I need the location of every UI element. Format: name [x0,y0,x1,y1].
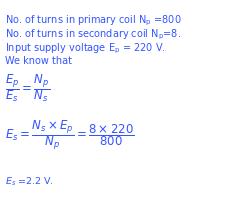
Text: We know that: We know that [5,56,72,66]
Text: $E_s$ =2.2 V.: $E_s$ =2.2 V. [5,176,54,188]
Text: No. of turns in secondary coil $\mathregular{N_p}$=8.: No. of turns in secondary coil $\mathreg… [5,28,181,42]
Text: $E_s = \dfrac{N_s \times E_p}{N_p} = \dfrac{8 \times 220}{800}$: $E_s = \dfrac{N_s \times E_p}{N_p} = \df… [5,118,134,152]
Text: No. of turns in primary coil $\mathregular{N_p}$ =800: No. of turns in primary coil $\mathregul… [5,14,182,28]
Text: $\dfrac{E_p}{E_s} = \dfrac{N_p}{N_s}$: $\dfrac{E_p}{E_s} = \dfrac{N_p}{N_s}$ [5,72,50,104]
Text: Input supply voltage $\mathregular{E_p}$ = 220 V.: Input supply voltage $\mathregular{E_p}$… [5,42,166,56]
